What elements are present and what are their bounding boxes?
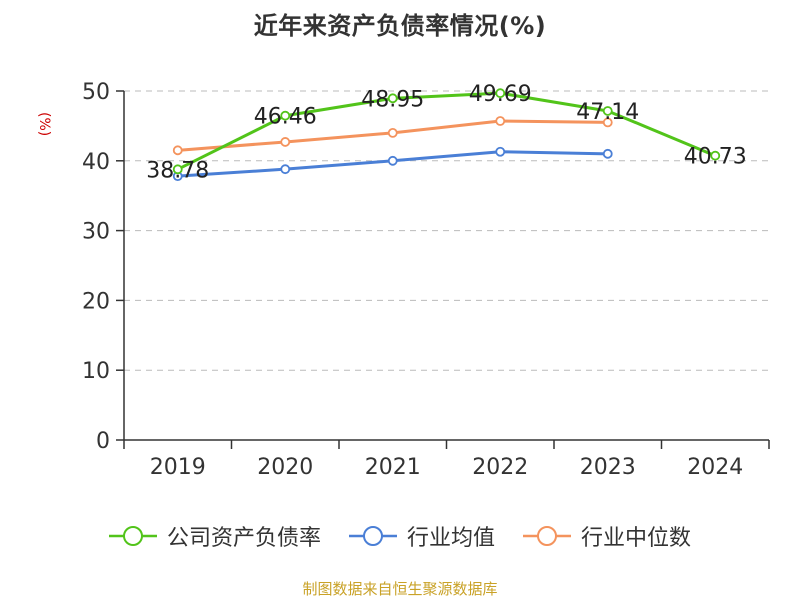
legend: 公司资产负债率 行业均值 行业中位数 <box>0 520 800 552</box>
data-point <box>495 88 506 99</box>
data-label: 47.14 <box>576 100 639 125</box>
axes: 0 10 20 30 40 50 2019 2020 2021 2022 2023 2024 <box>82 80 770 480</box>
legend-label: 行业均值 <box>406 526 495 551</box>
x-tick-label: 2023 <box>580 455 636 480</box>
data-labels: 38.78 46.46 48.95 49.69 47.14 40.73 <box>146 82 746 183</box>
data-label: 40.73 <box>684 145 747 170</box>
data-point <box>280 110 291 121</box>
x-tick-label: 2020 <box>257 455 313 480</box>
data-point <box>602 117 613 128</box>
legend-label: 公司资产负债率 <box>166 526 321 551</box>
y-tick-label: 20 <box>82 289 110 314</box>
legend-line-marker-icon <box>108 526 157 546</box>
data-point <box>172 145 183 156</box>
data-point <box>387 93 398 104</box>
y-axis-unit-label: (%) <box>36 112 52 137</box>
legend-line-marker-icon <box>523 526 571 546</box>
y-tick-label: 30 <box>82 220 110 245</box>
y-tick-label: 10 <box>82 359 110 384</box>
x-tick-label: 2019 <box>150 455 206 480</box>
data-label: 48.95 <box>361 87 424 112</box>
series-lines <box>172 88 721 182</box>
data-point <box>280 164 291 175</box>
data-point <box>710 150 721 161</box>
x-tick-label: 2022 <box>472 455 528 480</box>
legend-line-marker-icon <box>348 526 397 546</box>
y-tick-label: 0 <box>96 429 110 454</box>
legend-item[interactable]: 行业均值 <box>348 520 495 552</box>
legend-item[interactable]: 行业中位数 <box>523 520 691 552</box>
data-point <box>602 148 613 159</box>
series-line <box>177 91 716 171</box>
grid-lines <box>124 90 769 371</box>
x-tick-label: 2024 <box>687 455 743 480</box>
chart-title: 近年来资产负债率情况(%) <box>253 12 547 40</box>
data-label: 49.69 <box>469 82 532 107</box>
data-label: 38.78 <box>146 158 209 183</box>
data-point <box>280 137 291 147</box>
data-point <box>602 106 613 116</box>
legend-label: 行业中位数 <box>581 526 692 551</box>
data-label: 46.46 <box>254 105 317 130</box>
y-tick-label: 50 <box>82 80 110 105</box>
source-note: 制图数据来自恒生聚源数据库 <box>302 580 498 598</box>
data-point <box>387 155 398 166</box>
data-point <box>172 164 183 175</box>
data-point <box>387 127 398 138</box>
legend-item[interactable]: 公司资产负债率 <box>108 520 321 552</box>
y-tick-label: 40 <box>82 150 110 175</box>
x-tick-label: 2021 <box>365 455 421 480</box>
data-point <box>495 146 506 157</box>
data-point <box>495 116 506 126</box>
